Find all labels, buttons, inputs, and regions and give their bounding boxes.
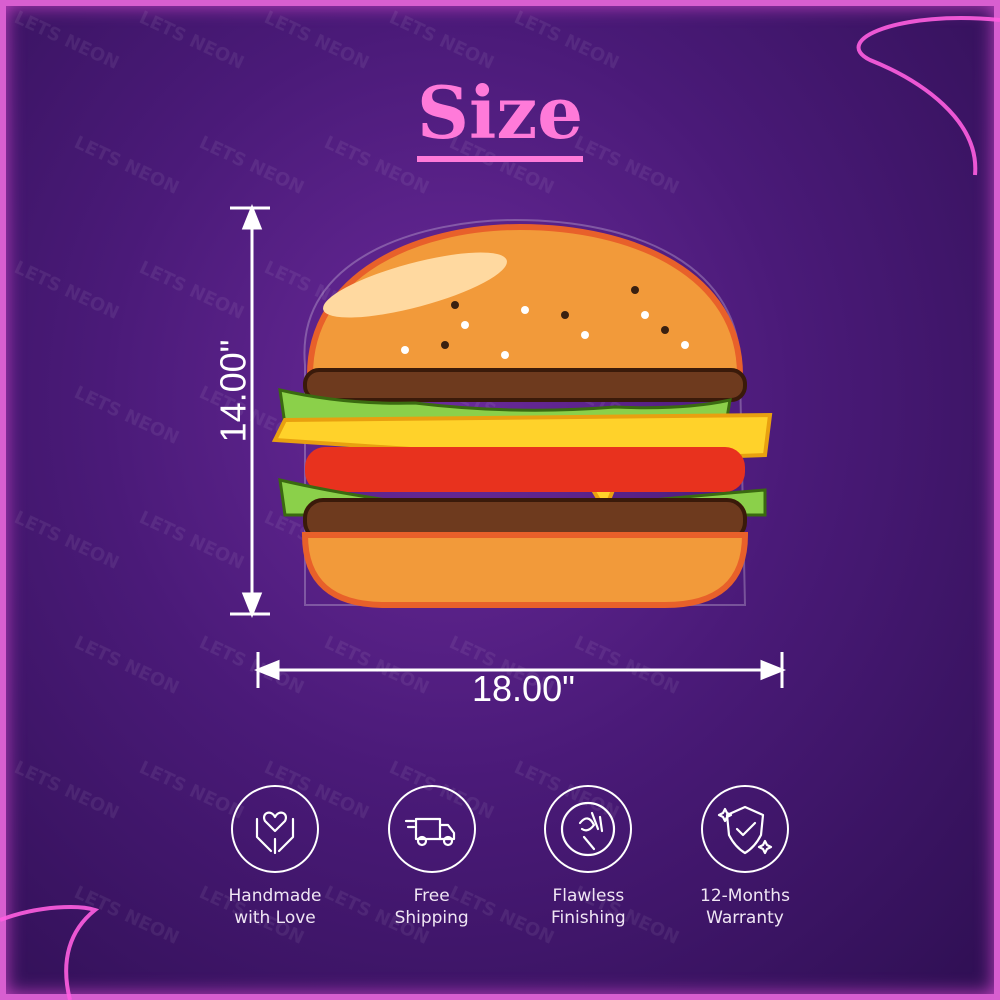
- feature-label-line2: Finishing: [550, 908, 626, 928]
- delivery-truck-icon: [404, 817, 455, 847]
- feature-label-line2: Warranty: [706, 908, 784, 928]
- page-title: Size: [0, 70, 1000, 162]
- feature-list: Handmade with Love Free Shipping Flawless Fin…: [200, 785, 820, 929]
- feature-item: Handmade with Love: [200, 785, 350, 929]
- ok-hand-icon: [561, 801, 616, 857]
- feature-badge: [544, 785, 633, 873]
- title-text: Size: [416, 70, 584, 162]
- feature-item: Free Shipping: [357, 785, 507, 929]
- feature-badge: [700, 785, 789, 873]
- width-label: 18.00": [472, 668, 575, 709]
- feature-label-line1: Free: [413, 886, 450, 906]
- feature-label-line1: Flawless: [552, 886, 625, 906]
- feature-item: 12-Months Warranty: [670, 785, 820, 929]
- shield-check-icon: [717, 805, 773, 855]
- feature-badge: [231, 785, 319, 873]
- feature-badge: [387, 785, 476, 873]
- burger-image: [271, 218, 773, 608]
- height-label: 14.00": [212, 339, 254, 443]
- feature-item: Flawless Finishing: [513, 785, 663, 929]
- hands-heart-icon: [255, 811, 295, 855]
- dimension-arrows: [230, 203, 787, 688]
- feature-label-line2: with Love: [234, 908, 316, 928]
- feature-label-line2: Shipping: [394, 908, 469, 928]
- feature-label-line1: Handmade: [228, 886, 322, 906]
- feature-label-line1: 12-Months: [700, 886, 790, 906]
